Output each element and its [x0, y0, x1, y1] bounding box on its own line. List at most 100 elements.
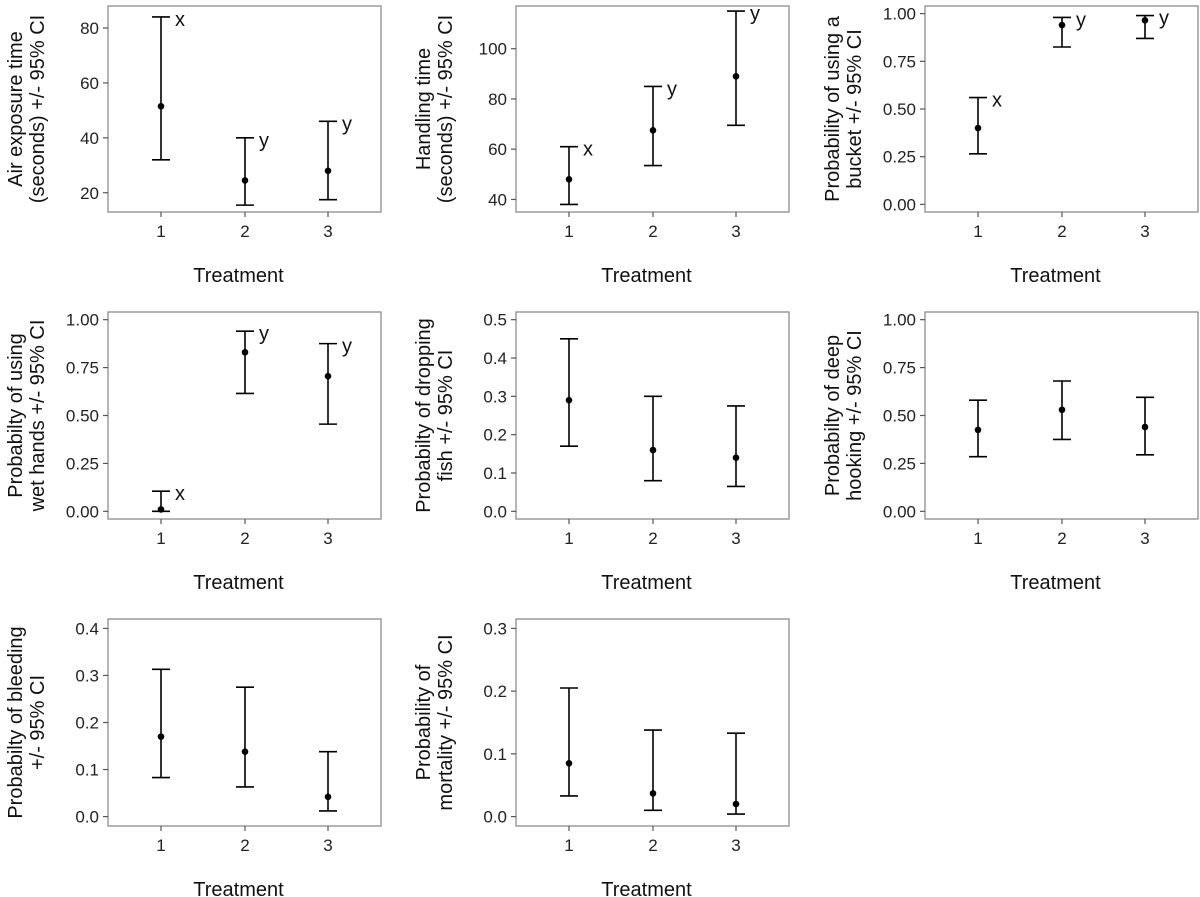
panel-2: 40 60 80 100 1 2 3 x y y Treatment Handling time(se… — [413, 3, 790, 287]
data-point — [157, 733, 165, 740]
data-point — [974, 426, 982, 434]
y-axis-title-line: mortality +/- 95% CI — [435, 634, 457, 810]
y-tick-label: 1.00 — [883, 5, 916, 24]
data-point — [157, 506, 165, 513]
data-point — [649, 446, 657, 454]
y-tick-label: 0.75 — [883, 52, 916, 71]
x-tick-label: 1 — [564, 222, 573, 241]
x-tick-label: 1 — [156, 529, 165, 548]
y-tick-label: 0.25 — [66, 454, 99, 473]
data-point — [241, 748, 249, 755]
panel-6: 0.00 0.25 0.50 0.75 1.00 1 2 3 Treatment Probabil… — [822, 311, 1199, 594]
y-axis-title: Probability ofmortality +/- 95% CI — [413, 634, 457, 810]
panel-7: 0.0 0.1 0.2 0.3 0.4 1 2 3 Treatment Probabilty of… — [5, 618, 382, 897]
y-axis-title-line: (seconds) +/- 95% CI — [435, 15, 457, 203]
x-tick-label: 1 — [564, 529, 573, 548]
data-point — [324, 372, 332, 380]
y-axis-title: Probabilty of droppingfish +/- 95% CI — [413, 318, 457, 513]
data-point — [565, 396, 573, 404]
y-axis-title-line: Probability of using a — [822, 15, 844, 202]
y-tick-label: 0.1 — [483, 745, 507, 764]
y-tick-label: 0.3 — [483, 387, 507, 406]
data-point — [565, 176, 573, 183]
y-axis-title: Air exposure time(seconds) +/- 95% CI — [5, 15, 49, 203]
y-tick-label: 60 — [80, 74, 99, 93]
y-tick-label: 100 — [479, 40, 507, 59]
data-point — [565, 759, 573, 767]
x-axis-title: Treatment — [1010, 265, 1101, 287]
x-tick-label: 3 — [731, 222, 740, 241]
y-tick-label: 0.4 — [483, 349, 507, 368]
x-tick-label: 1 — [156, 836, 165, 855]
x-axis-title: Treatment — [193, 879, 284, 897]
y-axis-title-line: Probabilty of dropping — [413, 318, 435, 513]
y-tick-label: 0.25 — [883, 454, 916, 473]
y-axis-title: Probabilty of bleeding+/- 95% CI — [5, 626, 49, 818]
panel-4: 0.00 0.25 0.50 0.75 1.00 1 2 3 x y y Treatment Proba… — [5, 311, 382, 594]
x-tick-label: 3 — [731, 529, 740, 548]
data-point — [1058, 406, 1066, 414]
x-tick-label: 1 — [156, 222, 165, 241]
y-axis-title: Probability of using abucket +/- 95% CI — [822, 15, 866, 202]
y-tick-label: 0.75 — [66, 359, 99, 378]
data-point — [732, 73, 740, 80]
y-tick-label: 0.0 — [75, 808, 99, 827]
y-tick-label: 1.00 — [66, 311, 99, 330]
x-axis-title: Treatment — [601, 265, 692, 287]
y-tick-label: 80 — [488, 90, 507, 109]
y-axis-title-line: Probability of — [413, 664, 435, 780]
y-tick-label: 20 — [80, 184, 99, 203]
x-tick-label: 3 — [1140, 222, 1149, 241]
x-axis-title: Treatment — [601, 572, 692, 594]
x-tick-label: 2 — [240, 529, 249, 548]
y-axis-title: Probabilty of deephooking +/- 95% CI — [822, 330, 866, 501]
y-tick-label: 0.00 — [883, 502, 916, 521]
y-axis-title-line: Probabilty of deep — [822, 335, 844, 496]
data-point — [324, 793, 332, 801]
x-tick-label: 1 — [973, 529, 982, 548]
y-axis-title: Probabilty of usingwet hands +/- 95% CI — [5, 320, 49, 513]
y-tick-label: 0.2 — [483, 426, 507, 445]
y-tick-label: 40 — [488, 190, 507, 209]
y-tick-label: 0.1 — [483, 464, 507, 483]
significance-letter: y — [259, 130, 269, 152]
data-point — [649, 127, 657, 134]
y-tick-label: 60 — [488, 140, 507, 159]
y-tick-label: 0.0 — [483, 808, 507, 827]
y-tick-label: 40 — [80, 129, 99, 148]
y-tick-label: 0.50 — [66, 407, 99, 426]
x-tick-label: 2 — [648, 222, 657, 241]
y-axis-title-line: Probabilty of bleeding — [5, 626, 27, 818]
significance-letter: x — [992, 90, 1002, 112]
x-tick-label: 3 — [323, 222, 332, 241]
y-tick-label: 80 — [80, 19, 99, 38]
x-tick-label: 2 — [240, 836, 249, 855]
y-tick-label: 0.0 — [483, 502, 507, 521]
significance-letter: x — [583, 139, 593, 161]
significance-letter: y — [342, 113, 352, 135]
x-tick-label: 1 — [973, 222, 982, 241]
y-tick-label: 0.4 — [75, 619, 99, 638]
y-tick-label: 0.5 — [483, 311, 507, 330]
data-point — [241, 348, 249, 356]
x-axis-title: Treatment — [601, 879, 692, 897]
y-tick-label: 0.2 — [483, 682, 507, 701]
y-axis-title-line: fish +/- 95% CI — [435, 350, 457, 482]
y-tick-label: 0.50 — [883, 100, 916, 119]
data-point — [324, 167, 332, 175]
y-axis-title-line: +/- 95% CI — [27, 675, 49, 770]
data-point — [1141, 17, 1149, 24]
x-axis-title: Treatment — [1010, 572, 1101, 594]
y-tick-label: 1.00 — [883, 311, 916, 330]
y-axis-title: Handling time(seconds) +/- 95% CI — [413, 15, 457, 203]
data-point — [732, 454, 740, 461]
significance-letter: y — [342, 336, 352, 358]
significance-letter: x — [175, 483, 185, 505]
x-tick-label: 2 — [648, 529, 657, 548]
x-tick-label: 2 — [1057, 222, 1066, 241]
y-tick-label: 0.2 — [75, 714, 99, 733]
y-tick-label: 0.3 — [75, 666, 99, 685]
x-tick-label: 3 — [731, 836, 740, 855]
x-axis-title: Treatment — [193, 572, 284, 594]
